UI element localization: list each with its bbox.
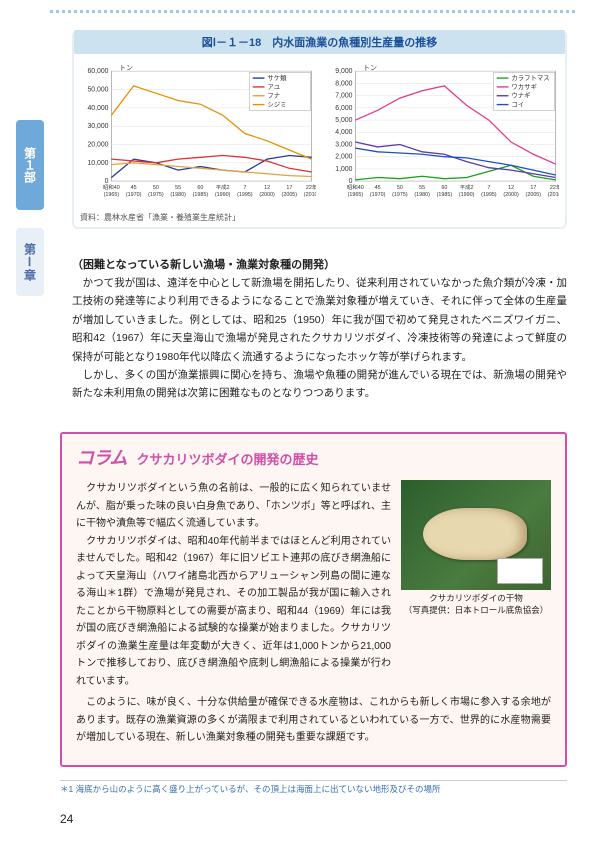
- svg-text:4,000: 4,000: [335, 129, 352, 136]
- svg-text:7,000: 7,000: [335, 93, 352, 100]
- svg-text:トン: トン: [363, 65, 377, 72]
- svg-text:(1985): (1985): [436, 192, 452, 198]
- svg-text:50,000: 50,000: [87, 86, 108, 93]
- svg-text:22年: 22年: [306, 183, 316, 191]
- svg-text:30,000: 30,000: [87, 123, 108, 130]
- svg-text:(1975): (1975): [392, 192, 408, 198]
- column-paragraph: クサカリツボダイという魚の名前は、一般的に広く知られていませんが、脂が乗った味の…: [76, 480, 391, 533]
- svg-text:7: 7: [243, 185, 246, 191]
- column-paragraph: このように、味が良く、十分な供給量が確保できる水産物は、これからも新しく市場に参…: [76, 694, 551, 747]
- paragraph: しかし、多くの国が漁業振興に関心を持ち、漁場や魚種の開発が進んでいる現在では、新…: [72, 366, 567, 403]
- column-image-caption: クサカリツボダイの干物（写真提供：日本トロール底魚協会）: [401, 593, 551, 617]
- side-tab-chapter: 第Ⅰ章: [16, 228, 44, 296]
- svg-text:(1965): (1965): [347, 192, 363, 198]
- svg-text:カラフトマス: カラフトマス: [511, 74, 549, 82]
- svg-text:20,000: 20,000: [87, 141, 108, 148]
- fish-image: [401, 480, 551, 590]
- svg-text:シジミ: シジミ: [267, 102, 286, 109]
- svg-text:ワカサギ: ワカサギ: [511, 83, 536, 91]
- decorative-dots: [50, 10, 575, 13]
- svg-text:6,000: 6,000: [335, 105, 352, 112]
- footnote: ＊1 海底から山のように高く盛り上がっているが、その頂上は海面上に出ていない地形…: [60, 780, 567, 795]
- svg-text:トン: トン: [119, 65, 133, 72]
- svg-text:8,000: 8,000: [335, 80, 352, 87]
- svg-text:(1980): (1980): [414, 192, 430, 198]
- svg-text:(1975): (1975): [148, 192, 164, 198]
- svg-text:(1995): (1995): [481, 192, 497, 198]
- column-mark: コラム: [76, 444, 126, 470]
- column-box: コラム クサカリツボダイの開発の歴史 クサカリツボダイという魚の名前は、一般的に…: [60, 432, 567, 767]
- svg-text:平成2: 平成2: [216, 183, 230, 191]
- svg-text:40,000: 40,000: [87, 105, 108, 112]
- page-number: 24: [60, 812, 73, 826]
- chart-left: 010,00020,00030,00040,00050,00060,000トン昭…: [80, 60, 316, 210]
- svg-text:60,000: 60,000: [87, 68, 108, 75]
- svg-text:22年: 22年: [549, 183, 559, 191]
- svg-text:コイ: コイ: [511, 101, 524, 109]
- paragraph: かつて我が国は、遠洋を中心として新漁場を開拓したり、従来利用されていなかった魚介…: [72, 274, 567, 366]
- svg-text:5,000: 5,000: [335, 117, 352, 124]
- svg-text:60: 60: [197, 185, 203, 191]
- svg-text:昭和40: 昭和40: [347, 183, 364, 191]
- svg-text:10,000: 10,000: [87, 160, 108, 167]
- svg-text:55: 55: [419, 185, 425, 191]
- chart-caption: 資料：農林水産省「漁業・養殖業生産統計」: [80, 212, 559, 223]
- svg-text:(1995): (1995): [237, 192, 253, 198]
- svg-text:ウナギ: ウナギ: [511, 92, 530, 100]
- svg-text:フナ: フナ: [267, 92, 280, 100]
- svg-text:(2005): (2005): [525, 192, 541, 198]
- svg-text:(1970): (1970): [369, 192, 385, 198]
- chart-block: 図Ⅰ－１－18 内水面漁業の魚種別生産量の推移 010,00020,00030,…: [72, 30, 567, 229]
- footnote-marker: ＊1: [60, 784, 73, 794]
- chart-title: 図Ⅰ－１－18 内水面漁業の魚種別生産量の推移: [74, 30, 565, 54]
- svg-text:アユ: アユ: [267, 83, 280, 91]
- svg-text:17: 17: [530, 185, 536, 191]
- column-text: クサカリツボダイという魚の名前は、一般的に広く知られていませんが、脂が乗った味の…: [76, 480, 391, 690]
- svg-text:(2000): (2000): [259, 192, 275, 198]
- svg-text:3,000: 3,000: [335, 141, 352, 148]
- svg-text:(1965): (1965): [104, 192, 120, 198]
- column-image-box: クサカリツボダイの干物（写真提供：日本トロール底魚協会）: [401, 480, 551, 690]
- footnote-text: 海底から山のように高く盛り上がっているが、その頂上は海面上に出ていない地形及びそ…: [76, 784, 441, 794]
- svg-text:(1985): (1985): [193, 192, 209, 198]
- svg-text:平成2: 平成2: [459, 183, 473, 191]
- svg-text:2,000: 2,000: [335, 154, 352, 161]
- chart-right: 01,0002,0003,0004,0005,0006,0007,0008,00…: [324, 60, 560, 210]
- svg-text:9,000: 9,000: [335, 68, 352, 75]
- svg-text:60: 60: [441, 185, 447, 191]
- body-text: かつて我が国は、遠洋を中心として新漁場を開拓したり、従来利用されていなかった魚介…: [72, 274, 567, 403]
- svg-text:(1970): (1970): [126, 192, 142, 198]
- svg-text:50: 50: [396, 185, 402, 191]
- svg-text:(2000): (2000): [503, 192, 519, 198]
- svg-text:(2005): (2005): [282, 192, 298, 198]
- svg-text:55: 55: [175, 185, 181, 191]
- svg-text:(1990): (1990): [458, 192, 474, 198]
- svg-text:(1990): (1990): [215, 192, 231, 198]
- svg-text:12: 12: [508, 185, 514, 191]
- svg-text:昭和40: 昭和40: [103, 183, 120, 191]
- side-tab-part: 第１部: [16, 120, 44, 210]
- svg-text:45: 45: [131, 185, 137, 191]
- svg-text:17: 17: [286, 185, 292, 191]
- svg-text:50: 50: [153, 185, 159, 191]
- svg-text:(1980): (1980): [170, 192, 186, 198]
- svg-text:1,000: 1,000: [335, 166, 352, 173]
- svg-text:7: 7: [487, 185, 490, 191]
- svg-text:12: 12: [264, 185, 270, 191]
- svg-text:(2010): (2010): [304, 192, 316, 198]
- svg-text:(2010): (2010): [547, 192, 559, 198]
- section-heading: （困難となっている新しい漁場・漁業対象種の開発）: [72, 256, 567, 272]
- svg-text:45: 45: [374, 185, 380, 191]
- column-paragraph: クサカリツボダイは、昭和40年代前半まではほとんど利用されていませんでした。昭和…: [76, 533, 391, 691]
- column-title: クサカリツボダイの開発の歴史: [136, 449, 318, 468]
- svg-text:サケ類: サケ類: [267, 73, 287, 82]
- column-text-continued: このように、味が良く、十分な供給量が確保できる水産物は、これからも新しく市場に参…: [76, 694, 551, 747]
